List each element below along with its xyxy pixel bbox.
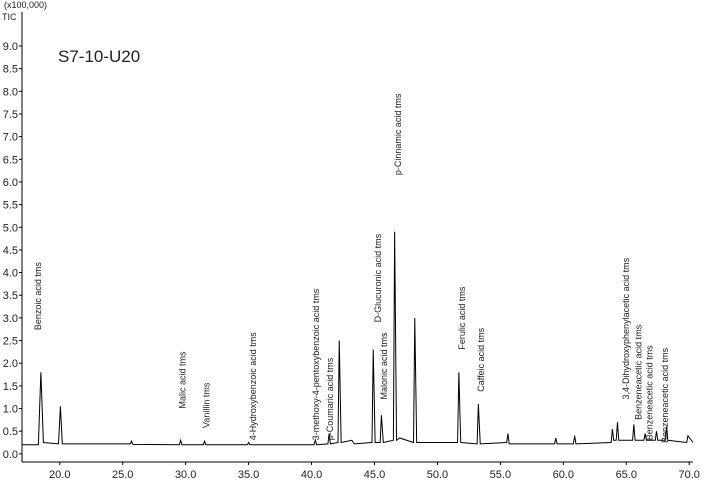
x-tick-label: 30.0	[175, 469, 196, 481]
y-tick-label: 3.0	[3, 313, 18, 325]
peak-label: Malic acid tms	[178, 351, 188, 409]
peak-label: Ferulic acid tms	[457, 286, 467, 350]
y-tick-label: 3.5	[3, 290, 18, 302]
peak-label: 3-methoxy-4-pentoxybenzoic acid tms	[311, 288, 321, 440]
x-tick-label: 25.0	[112, 469, 133, 481]
y-tick-label: 1.0	[3, 404, 18, 416]
y-tick-label: 4.5	[3, 245, 18, 257]
peak-label: Benzeneacetic acid tms	[645, 345, 655, 441]
y-tick-label: 0.0	[3, 449, 18, 461]
x-tick-label: 60.0	[553, 469, 574, 481]
y-tick-label: 7.0	[3, 132, 18, 144]
y-tick-label: 8.5	[3, 64, 18, 76]
peak-label: Benzoic acid tms	[33, 262, 43, 331]
y-tick-label: 7.5	[3, 109, 18, 121]
y-tick-label: 6.5	[3, 154, 18, 166]
y-tick-label: 9.0	[3, 41, 18, 53]
x-tick-label: 40.0	[301, 469, 322, 481]
peak-label: Benzeneacetic acid tms	[660, 347, 670, 443]
peak-label: D-Glucuronic acid tms	[373, 233, 383, 322]
chromatogram-line	[22, 231, 694, 446]
y-tick-label: 5.5	[3, 200, 18, 212]
x-tick-label: 45.0	[364, 469, 385, 481]
y-tick-label: 2.0	[3, 358, 18, 370]
title-box	[40, 36, 180, 76]
x-tick-label: 65.0	[616, 469, 637, 481]
peak-label: p-Coumaric acid tms	[325, 357, 335, 440]
x-tick-label: 35.0	[238, 469, 259, 481]
y-tick-label: 2.5	[3, 336, 18, 348]
axis-unit: (x100,000)	[4, 0, 47, 10]
y-tick-label: 0.5	[3, 426, 18, 438]
y-tick-label: 1.5	[3, 381, 18, 393]
peak-label: p-Cinnamic acid tms	[393, 93, 403, 175]
peak-label: 3,4-Dihydroxyphenylacetic acid tms	[621, 257, 631, 399]
chart-title: S7-10-U20	[58, 47, 140, 66]
y-tick-label: 6.0	[3, 177, 18, 189]
y-axis-label: TIC	[2, 12, 17, 22]
x-tick-label: 20.0	[49, 469, 70, 481]
x-tick-label: 50.0	[427, 469, 448, 481]
peak-label: Malonic acid tms	[379, 332, 389, 400]
y-tick-label: 4.0	[3, 268, 18, 280]
peak-label: Benzeneacetic acid tms	[633, 324, 643, 420]
x-tick-label: 55.0	[490, 469, 511, 481]
peak-label: 4-Hydroxybenzoic acid tms	[248, 332, 258, 441]
peak-label: Caffeic acid tms	[476, 327, 486, 391]
peak-label: Vanillin tms	[202, 382, 212, 428]
x-tick-label: 70.0	[679, 469, 700, 481]
y-tick-label: 8.0	[3, 86, 18, 98]
y-tick-label: 5.0	[3, 222, 18, 234]
